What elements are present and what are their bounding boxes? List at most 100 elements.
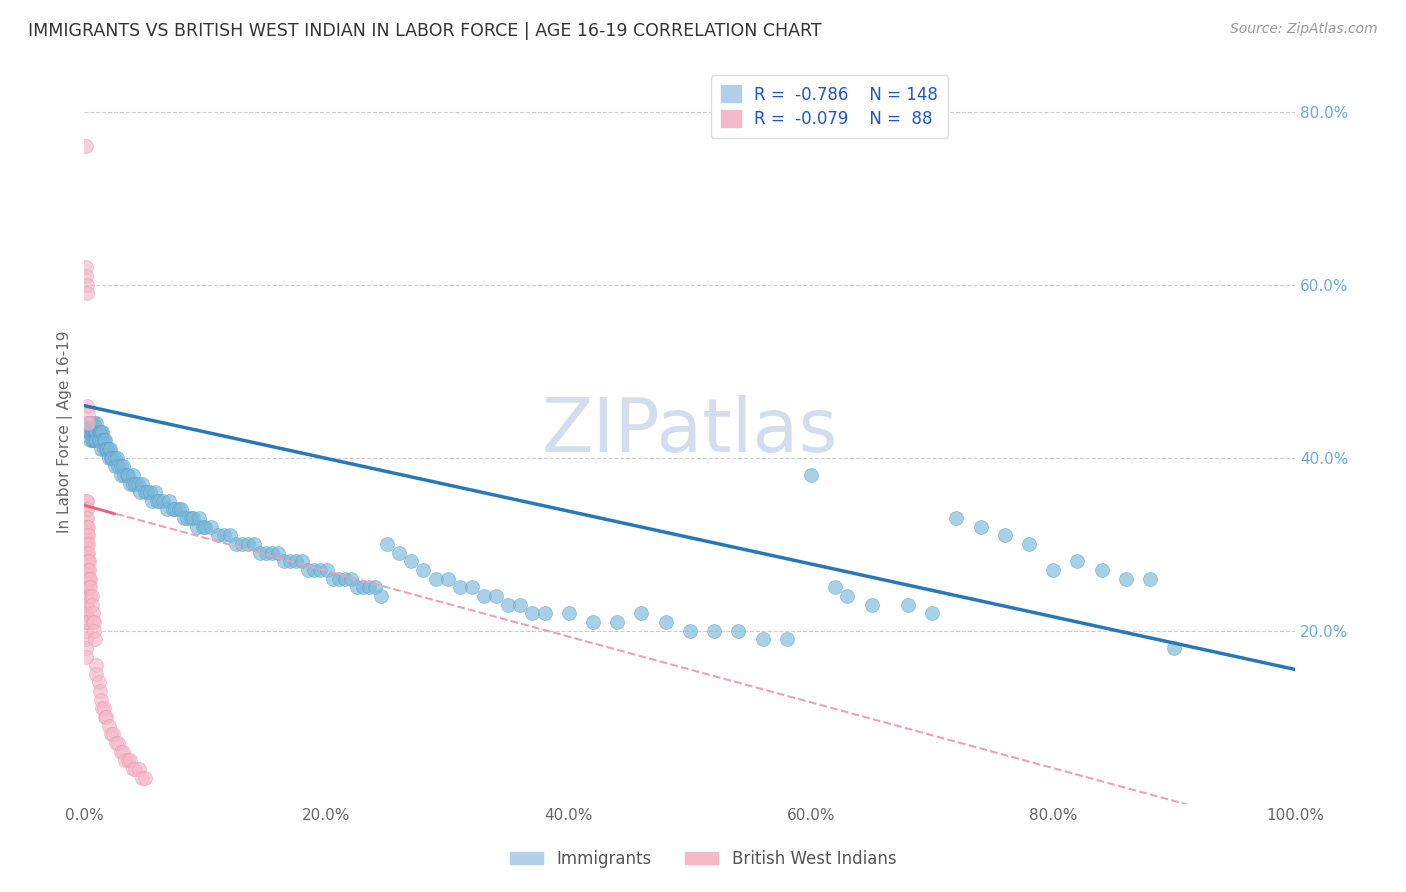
Point bbox=[89, 425, 111, 439]
Point bbox=[75, 632, 97, 647]
Point bbox=[322, 572, 344, 586]
Point bbox=[75, 615, 97, 629]
Point bbox=[148, 493, 170, 508]
Point bbox=[107, 459, 129, 474]
Point bbox=[76, 546, 98, 560]
Point bbox=[679, 624, 702, 638]
Point bbox=[87, 434, 110, 448]
Point bbox=[254, 546, 277, 560]
Point bbox=[278, 554, 301, 568]
Point bbox=[1139, 572, 1161, 586]
Point bbox=[134, 485, 156, 500]
Point bbox=[800, 467, 823, 482]
Point bbox=[129, 485, 152, 500]
Point bbox=[87, 425, 110, 439]
Point bbox=[485, 589, 508, 603]
Point bbox=[83, 416, 105, 430]
Point bbox=[83, 425, 105, 439]
Point bbox=[76, 493, 98, 508]
Point bbox=[77, 554, 100, 568]
Point bbox=[103, 727, 125, 741]
Point bbox=[75, 607, 97, 621]
Point bbox=[79, 425, 101, 439]
Point bbox=[77, 528, 100, 542]
Point bbox=[79, 416, 101, 430]
Point bbox=[112, 745, 135, 759]
Point bbox=[152, 493, 174, 508]
Point bbox=[131, 771, 153, 785]
Point bbox=[472, 589, 495, 603]
Point bbox=[89, 684, 111, 698]
Point bbox=[124, 762, 146, 776]
Point bbox=[181, 511, 204, 525]
Point bbox=[100, 727, 122, 741]
Point bbox=[93, 701, 115, 715]
Point bbox=[127, 476, 149, 491]
Point bbox=[897, 598, 920, 612]
Point bbox=[188, 511, 211, 525]
Point bbox=[75, 528, 97, 542]
Point bbox=[98, 442, 121, 456]
Point bbox=[105, 450, 128, 465]
Point bbox=[77, 425, 100, 439]
Point bbox=[103, 450, 125, 465]
Point bbox=[117, 753, 139, 767]
Point bbox=[75, 537, 97, 551]
Point bbox=[297, 563, 319, 577]
Point bbox=[83, 624, 105, 638]
Point bbox=[79, 589, 101, 603]
Point bbox=[146, 493, 169, 508]
Point bbox=[121, 762, 143, 776]
Point bbox=[77, 416, 100, 430]
Point bbox=[101, 450, 124, 465]
Point bbox=[75, 546, 97, 560]
Point bbox=[107, 736, 129, 750]
Point bbox=[837, 589, 859, 603]
Point bbox=[80, 598, 103, 612]
Point bbox=[75, 511, 97, 525]
Point bbox=[162, 502, 184, 516]
Point bbox=[100, 450, 122, 465]
Point bbox=[76, 399, 98, 413]
Point bbox=[339, 572, 361, 586]
Point bbox=[76, 598, 98, 612]
Point bbox=[136, 485, 159, 500]
Point bbox=[1042, 563, 1064, 577]
Point bbox=[124, 476, 146, 491]
Point bbox=[364, 580, 387, 594]
Point bbox=[97, 719, 120, 733]
Point bbox=[1066, 554, 1088, 568]
Point bbox=[165, 502, 187, 516]
Point bbox=[328, 572, 350, 586]
Point bbox=[91, 701, 114, 715]
Point bbox=[75, 589, 97, 603]
Point bbox=[76, 615, 98, 629]
Point bbox=[112, 459, 135, 474]
Point bbox=[76, 502, 98, 516]
Point bbox=[94, 710, 117, 724]
Point bbox=[212, 528, 235, 542]
Point bbox=[77, 407, 100, 421]
Legend: Immigrants, British West Indians: Immigrants, British West Indians bbox=[503, 844, 903, 875]
Point bbox=[80, 434, 103, 448]
Point bbox=[76, 607, 98, 621]
Point bbox=[120, 753, 142, 767]
Point bbox=[80, 416, 103, 430]
Point bbox=[291, 554, 314, 568]
Point bbox=[104, 736, 127, 750]
Point bbox=[315, 563, 337, 577]
Point bbox=[76, 572, 98, 586]
Point bbox=[243, 537, 266, 551]
Point bbox=[157, 493, 180, 508]
Point bbox=[82, 416, 104, 430]
Point bbox=[727, 624, 749, 638]
Point bbox=[82, 607, 104, 621]
Point bbox=[751, 632, 773, 647]
Point bbox=[94, 710, 117, 724]
Point bbox=[75, 580, 97, 594]
Point bbox=[76, 416, 98, 430]
Point bbox=[75, 268, 97, 283]
Point bbox=[200, 520, 222, 534]
Point bbox=[82, 425, 104, 439]
Point bbox=[921, 607, 943, 621]
